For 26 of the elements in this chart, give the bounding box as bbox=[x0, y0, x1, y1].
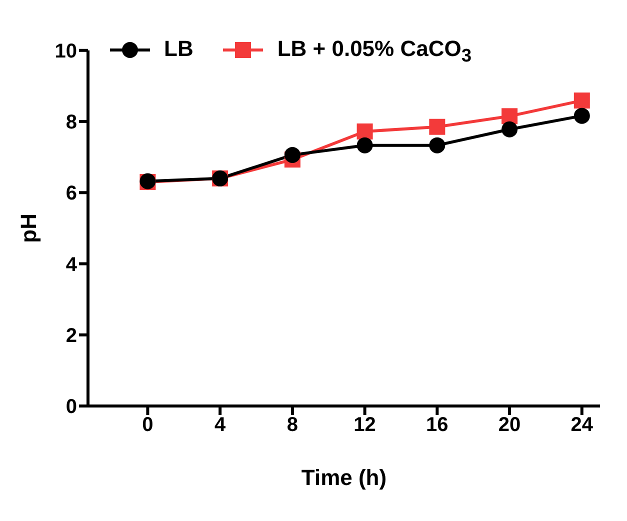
point bbox=[502, 121, 518, 138]
x-tick-label: 20 bbox=[498, 414, 521, 436]
point bbox=[429, 118, 446, 135]
x-tick-label: 12 bbox=[354, 414, 376, 436]
y-tick-label: 8 bbox=[66, 112, 77, 134]
y-axis-title: pH bbox=[16, 214, 41, 243]
x-tick-label: 4 bbox=[214, 414, 227, 436]
legend-label: LB + 0.05% CaCO$_{3}$ bbox=[277, 36, 472, 66]
x-tick-label: 16 bbox=[426, 414, 448, 436]
y-tick-label: 6 bbox=[66, 182, 77, 205]
y-tick-label: 10 bbox=[54, 40, 77, 62]
x-axis-title: Time (h) bbox=[301, 465, 387, 490]
legend-label: LB bbox=[164, 36, 194, 61]
x-tick-label: 8 bbox=[286, 414, 298, 436]
x-tick-label: 24 bbox=[570, 414, 594, 436]
y-tick-label: 0 bbox=[66, 396, 77, 418]
y-tick-label: 2 bbox=[66, 324, 77, 347]
point bbox=[574, 92, 590, 109]
point bbox=[284, 146, 300, 163]
point bbox=[502, 108, 518, 124]
point bbox=[429, 137, 446, 154]
y-tick-label: 4 bbox=[66, 254, 78, 276]
point bbox=[574, 108, 590, 124]
point bbox=[356, 137, 373, 154]
x-tick-label: 0 bbox=[142, 414, 154, 436]
point bbox=[356, 123, 373, 140]
